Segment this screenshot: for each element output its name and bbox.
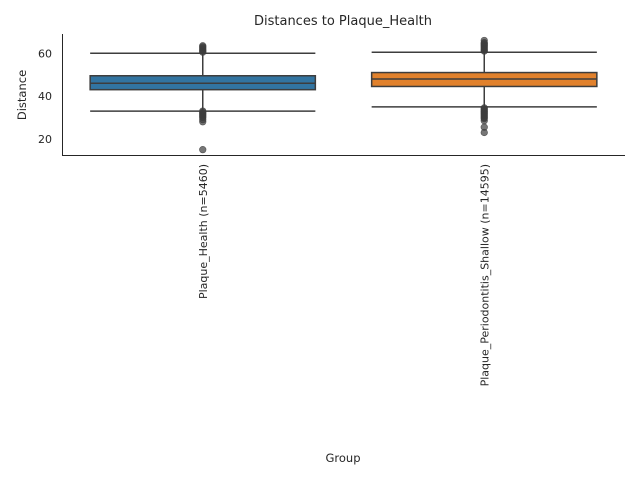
x-tick-labels: Plaque_Health (n=5460) Plaque_Periodontit… [197,164,492,386]
box-group-1 [89,42,317,154]
x-axis-label: Group [325,451,360,465]
outlier-point [199,146,207,154]
y-tick-label: 20 [38,133,52,146]
y-tick-labels: 20 40 60 [38,47,52,146]
y-axis-label: Distance [15,70,29,120]
y-tick-label: 60 [38,47,52,60]
chart-title: Distances to Plaque_Health [254,14,432,29]
outlier-point [199,42,207,50]
outlier-point [480,36,488,45]
x-tick-label: Plaque_Health (n=5460) [197,164,210,299]
outlier-point [480,123,488,131]
x-tick-label: Plaque_Periodontitis_Shallow (n=14595) [478,164,491,386]
outlier-point [199,107,207,115]
outlier-point [480,104,488,112]
box-group-2 [370,36,598,137]
y-tick-label: 40 [38,90,52,103]
plot-area [89,36,598,154]
